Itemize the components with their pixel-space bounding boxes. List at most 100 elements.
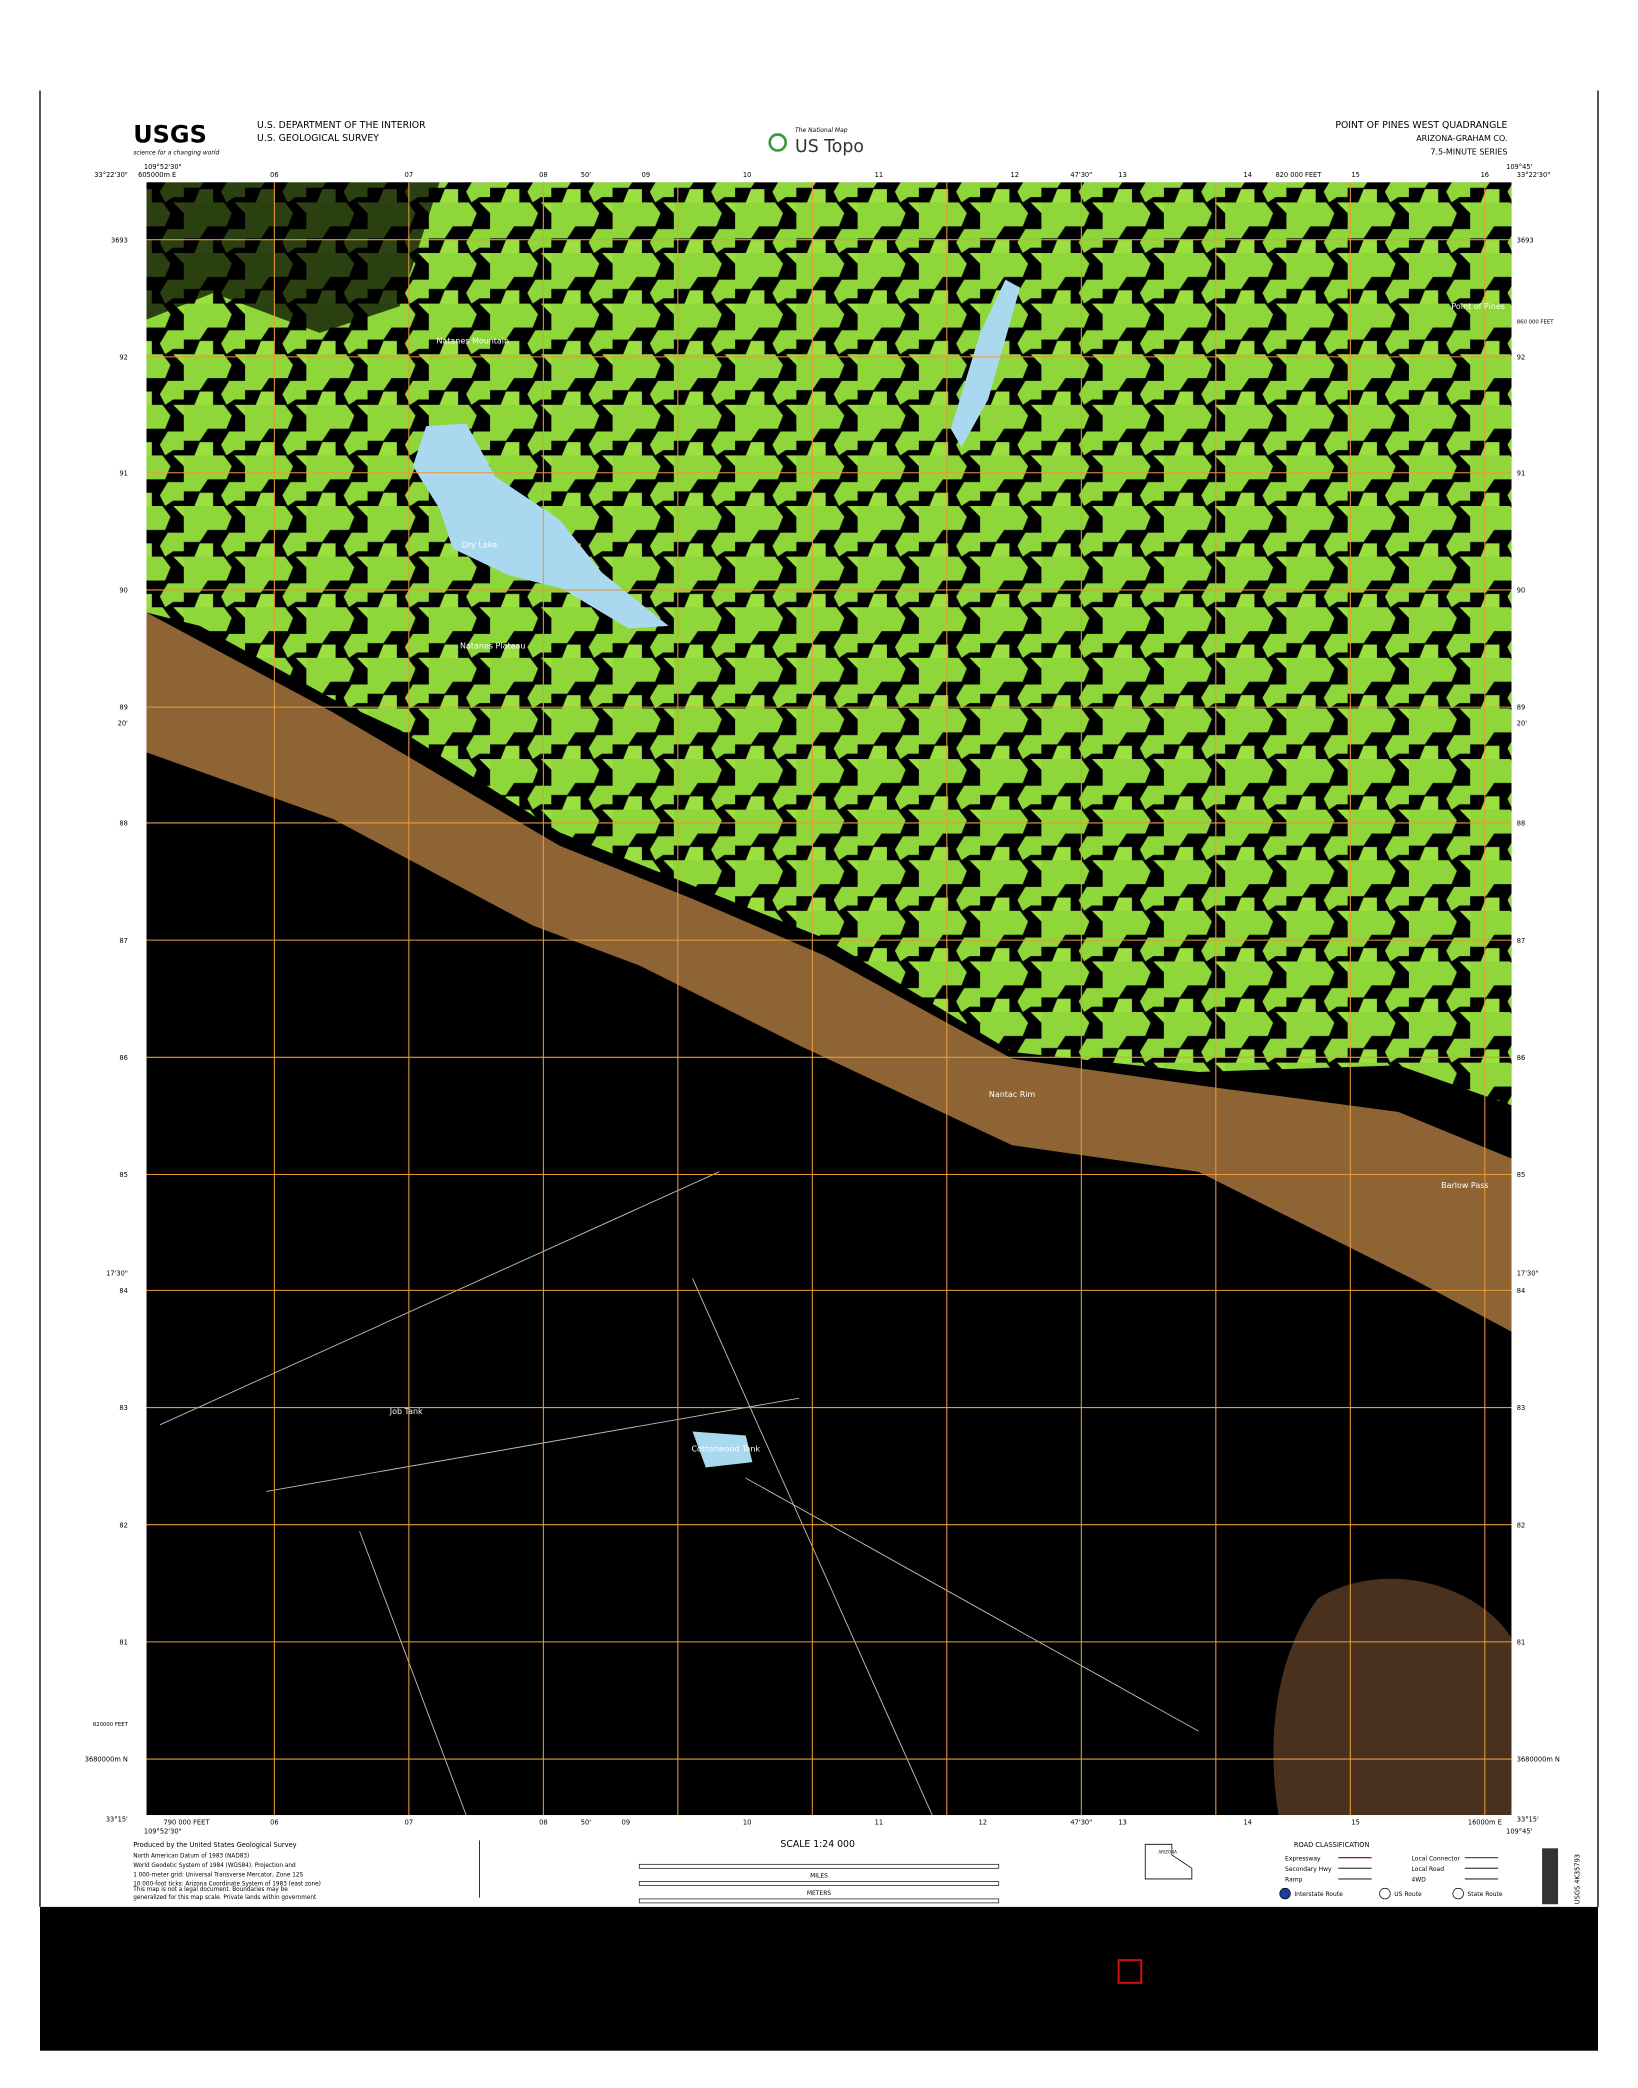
place-name: Job Tank: [389, 1407, 423, 1416]
county: ARIZONA-GRAHAM CO.: [1416, 134, 1507, 143]
series: 7.5-MINUTE SERIES: [1430, 147, 1507, 156]
northing-label: 84: [119, 1287, 127, 1295]
state-outline: [1144, 1843, 1193, 1880]
easting-label: 09: [642, 171, 650, 179]
northing-label: 3680000m N: [1517, 1756, 1560, 1764]
national-map-icon: [768, 133, 788, 152]
barcode: [1542, 1848, 1559, 1905]
datum-note: 10 000-foot ticks: Arizona Coordinate Sy…: [133, 1882, 321, 1888]
northing-label: 86: [1517, 1054, 1525, 1062]
barcode-text: USGS 4K35793: [1573, 1854, 1581, 1904]
northing-label: 81: [119, 1639, 127, 1647]
road-type: Expressway: [1285, 1855, 1321, 1862]
easting-label: 11: [875, 1818, 883, 1826]
northing-label: 90: [119, 587, 127, 595]
northing-label: 82: [119, 1521, 127, 1529]
corner-label: 109°45': [1506, 163, 1532, 171]
scale-unit: MILES: [810, 1873, 828, 1880]
road-type: Secondary Hwy: [1285, 1866, 1332, 1873]
easting-label: 13: [1118, 171, 1126, 179]
quad-title: POINT OF PINES WEST QUADRANGLE: [1335, 120, 1507, 131]
minute-label: 20': [1517, 720, 1527, 728]
northing-label: 3693: [111, 236, 128, 244]
disclaimer: generalized for this map scale. Private …: [133, 1895, 317, 1901]
road: [159, 1171, 1199, 1816]
northing-label: 83: [119, 1404, 127, 1412]
corner-label: 33°22'30": [94, 171, 128, 179]
easting-label: 09: [622, 1818, 630, 1826]
easting-label: 12: [979, 1818, 987, 1826]
easting-label: 14: [1244, 171, 1252, 179]
route-type: US Route: [1394, 1891, 1422, 1898]
coord-label: 860 000 FEET: [1517, 320, 1554, 326]
open-area: [146, 182, 440, 333]
route-shield: [1452, 1887, 1464, 1900]
northing-label: 88: [119, 820, 127, 828]
route-shield: [1279, 1887, 1291, 1900]
scale: SCALE 1:24 000: [780, 1839, 855, 1850]
northing-label: 90: [1517, 587, 1525, 595]
state: ARIZONA: [1159, 1850, 1178, 1855]
datum-note: North American Datum of 1983 (NAD83): [133, 1854, 249, 1860]
logo-tagline: science for a changing world: [133, 149, 219, 156]
northing-label: 3680000m N: [85, 1756, 128, 1764]
scale-bar: [638, 1898, 1000, 1904]
route-shield: [1379, 1887, 1391, 1900]
easting-label: 47'30": [1070, 1818, 1092, 1826]
place-name: Dry Lake: [462, 540, 497, 549]
northing-label: 89: [119, 704, 127, 712]
coord-label: 820000 FEET: [93, 1722, 129, 1728]
bottom-bar: [39, 1906, 1599, 2051]
easting-label: 790 000 FEET: [164, 1818, 211, 1826]
easting-label: 07: [405, 1818, 413, 1826]
road-type: Local Connector: [1412, 1855, 1461, 1862]
northing-label: 81: [1517, 1639, 1525, 1647]
usgs-logo: USGS: [133, 120, 207, 148]
scale-bar: [638, 1881, 1000, 1886]
northing-label: 87: [119, 937, 127, 945]
northing-label: 89: [1517, 704, 1525, 712]
easting-label: 605000m E: [138, 171, 176, 179]
easting-label: 10: [743, 171, 751, 179]
road-type: Local Road: [1412, 1866, 1445, 1873]
northing-label: 3693: [1517, 236, 1534, 244]
lake: [412, 423, 669, 629]
northing-label: 83: [1517, 1404, 1525, 1412]
agency: U.S. GEOLOGICAL SURVEY: [257, 133, 379, 144]
corner-label: 109°45': [1506, 1828, 1532, 1836]
northing-label: 86: [119, 1054, 127, 1062]
us-topo: US Topo: [795, 137, 864, 157]
scale-unit: METERS: [807, 1890, 832, 1897]
lake: [950, 279, 1021, 448]
road-type: 4WD: [1412, 1877, 1427, 1884]
escarpment: [146, 612, 1512, 1332]
northing-label: 92: [1517, 354, 1525, 362]
easting-label: 13: [1118, 1818, 1126, 1826]
corner-label: 33°15': [106, 1816, 128, 1824]
easting-label: 06: [270, 1818, 278, 1826]
easting-label: 47'30": [1070, 171, 1092, 179]
northing-label: 91: [119, 469, 127, 477]
marker: [1117, 1959, 1143, 1984]
place-name: Natanes Mountain: [436, 337, 509, 346]
northing-label: 84: [1517, 1287, 1525, 1295]
datum-note: World Geodetic System of 1984 (WGS84). P…: [133, 1863, 296, 1869]
easting-label: 10: [743, 1818, 751, 1826]
minute-label: 20': [118, 720, 128, 728]
northing-label: 85: [1517, 1171, 1525, 1179]
place-name: Point of Pines: [1451, 302, 1504, 311]
national-map: The National Map: [795, 127, 848, 134]
corner-label: 33°15': [1517, 1816, 1539, 1824]
header: USGS science for a changing world U.S. D…: [133, 120, 1507, 157]
minute-label: 17'30": [1517, 1270, 1539, 1278]
northing-label: 91: [1517, 469, 1525, 477]
easting-label: 06: [270, 171, 278, 179]
easting-label: 08: [539, 1818, 547, 1826]
grid: 33°22'30"109°52'30"33°22'30"109°45'33°15…: [85, 163, 1560, 1836]
northing-label: 87: [1517, 937, 1525, 945]
corner-label: 33°22'30": [1517, 171, 1551, 179]
easting-label: 16: [1481, 171, 1489, 179]
northing-label: 92: [119, 354, 127, 362]
place-name: Nantac Rim: [989, 1090, 1036, 1099]
